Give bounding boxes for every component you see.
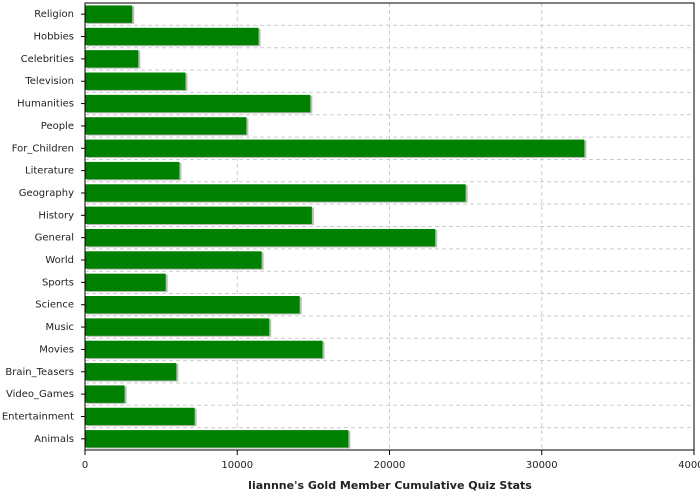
bar bbox=[85, 251, 262, 269]
y-tick-label: For_Children bbox=[12, 143, 74, 154]
bar bbox=[85, 94, 311, 113]
y-tick-label: Literature bbox=[25, 166, 74, 177]
y-tick-label: Science bbox=[35, 300, 74, 311]
bar bbox=[85, 407, 195, 426]
bar bbox=[85, 363, 177, 381]
bar bbox=[85, 340, 323, 359]
y-tick-label: Brain_Teasers bbox=[5, 367, 74, 378]
y-tick-label: Video_Games bbox=[6, 389, 74, 400]
x-tick-label: 40000 bbox=[678, 460, 700, 471]
y-tick-label: Geography bbox=[19, 188, 74, 199]
y-tick-label: Movies bbox=[39, 344, 74, 355]
x-tick-label: 0 bbox=[82, 460, 88, 471]
y-tick-label: World bbox=[45, 255, 74, 266]
bar bbox=[85, 296, 300, 314]
plot-frame bbox=[84, 2, 695, 451]
y-tick-label: History bbox=[38, 210, 74, 221]
bar bbox=[85, 117, 247, 135]
bar bbox=[85, 206, 312, 225]
bar bbox=[85, 27, 259, 46]
y-tick-label: Religion bbox=[34, 9, 74, 20]
y-tick-label: General bbox=[35, 233, 74, 244]
x-tick-label: 30000 bbox=[526, 460, 558, 471]
bar bbox=[85, 273, 166, 292]
bar bbox=[85, 161, 180, 180]
y-tick-label: Animals bbox=[34, 434, 74, 445]
bar bbox=[85, 430, 349, 448]
bar bbox=[85, 184, 466, 202]
y-tick-label: Television bbox=[24, 76, 74, 87]
bar bbox=[85, 72, 186, 90]
bar bbox=[85, 50, 139, 68]
y-tick-label: People bbox=[41, 121, 74, 132]
bar bbox=[85, 318, 270, 336]
y-tick-label: Sports bbox=[42, 277, 74, 288]
y-tick-label: Entertainment bbox=[2, 411, 74, 422]
y-tick-label: Humanities bbox=[17, 99, 74, 110]
x-tick-label: 20000 bbox=[374, 460, 406, 471]
y-tick-label: Music bbox=[46, 322, 74, 333]
bar bbox=[85, 228, 436, 247]
y-tick-label: Celebrities bbox=[21, 54, 74, 65]
bar bbox=[85, 5, 133, 23]
x-axis-label: liannne's Gold Member Cumulative Quiz St… bbox=[248, 479, 532, 492]
bar bbox=[85, 385, 125, 403]
x-tick-label: 10000 bbox=[221, 460, 253, 471]
bar bbox=[85, 139, 585, 157]
y-tick-label: Hobbies bbox=[34, 32, 74, 43]
